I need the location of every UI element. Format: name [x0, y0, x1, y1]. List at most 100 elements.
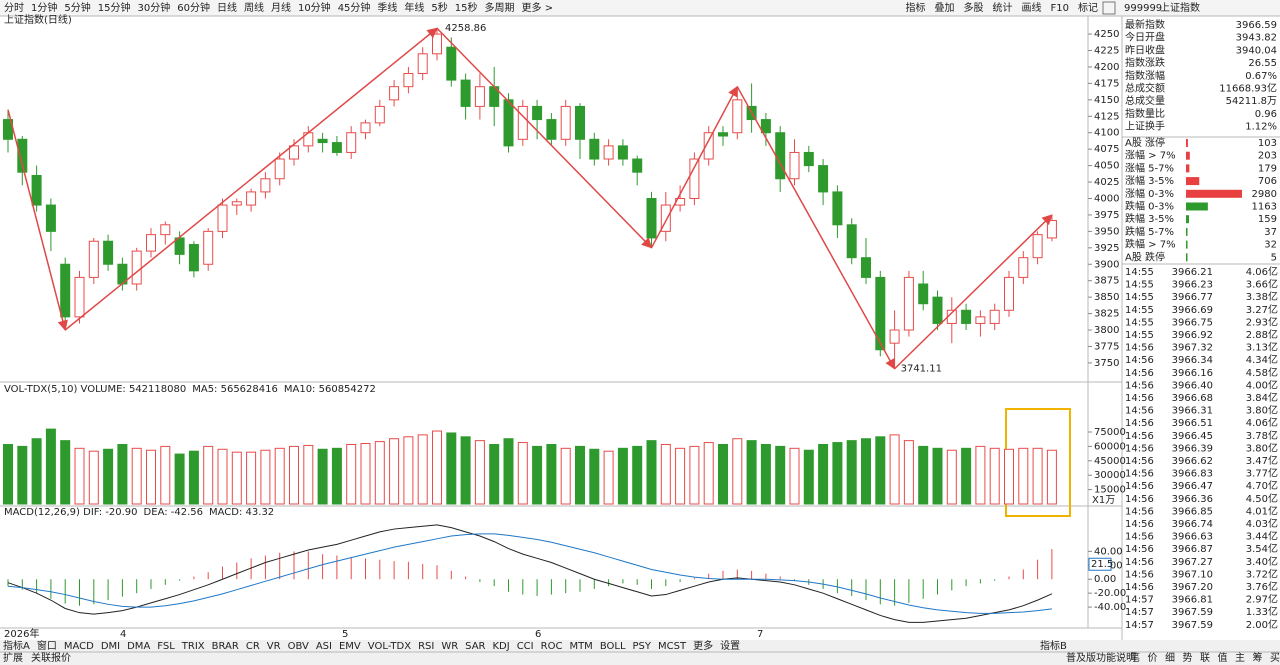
period-tab[interactable]: 年线 — [404, 1, 424, 14]
tick-time: 14:56 — [1125, 355, 1154, 366]
period-tab[interactable]: 多周期 — [485, 1, 515, 14]
period-tab[interactable]: 1分钟 — [31, 1, 57, 14]
indicator-tab[interactable]: VR — [267, 641, 281, 652]
quote-label: 总成交额 — [1125, 82, 1165, 95]
tick-price: 3966.36 — [1172, 494, 1213, 505]
period-tab[interactable]: 月线 — [271, 1, 291, 14]
indicator-tab[interactable]: OBV — [288, 641, 309, 652]
period-tab[interactable]: 15秒 — [455, 1, 478, 14]
period-tab[interactable]: 分时 — [4, 2, 24, 14]
tick-amount: 3.77亿 — [1246, 467, 1278, 480]
indicator-tab[interactable]: MACD — [64, 641, 94, 652]
candle-body — [975, 316, 986, 324]
y-tick-label: 4050 — [1094, 161, 1119, 172]
indicator-tab[interactable]: 设置 — [720, 640, 740, 652]
panel-button[interactable]: 筹 — [1253, 651, 1263, 664]
help-link[interactable]: 普及版功能说明 — [1066, 651, 1136, 664]
candle-body — [732, 99, 743, 134]
volume-bar — [760, 443, 771, 505]
tick-amount: 3.54亿 — [1246, 542, 1278, 555]
panel-button[interactable]: 值 — [1218, 651, 1228, 664]
volume-bar — [1018, 447, 1029, 505]
x-tick-label: 4 — [120, 629, 126, 640]
period-tab[interactable]: 5分钟 — [64, 1, 90, 14]
toolbar-bg — [0, 0, 1280, 16]
panel-button[interactable]: 价 — [1148, 652, 1158, 664]
panel-button[interactable]: 细 — [1165, 651, 1175, 664]
trend-arrow — [64, 27, 438, 331]
tool-button[interactable]: 叠加 — [935, 2, 955, 14]
indicator-tab[interactable]: MTM — [569, 641, 592, 652]
indicator-tab[interactable]: BOLL — [600, 641, 626, 652]
period-tab[interactable]: 45分钟 — [338, 1, 371, 14]
volume-bar — [289, 445, 299, 505]
tool-button[interactable]: 统计 — [993, 1, 1013, 14]
status-item[interactable]: 扩展 — [3, 651, 23, 664]
quote-label: 上证换手 — [1125, 120, 1165, 133]
panel-button[interactable]: 买 — [1270, 652, 1280, 664]
y-tick-label: 60000 — [1094, 441, 1126, 452]
tool-button[interactable]: 画线 — [1022, 1, 1042, 14]
y-tick-label: 3850 — [1094, 292, 1119, 303]
breadth-value: 37 — [1264, 227, 1277, 238]
period-tab[interactable]: 15分钟 — [98, 1, 131, 14]
window-icon[interactable] — [1102, 1, 1116, 15]
tick-price: 3967.10 — [1172, 569, 1213, 580]
candle-body — [1018, 257, 1029, 278]
panel-button[interactable]: 势 — [1183, 651, 1193, 664]
tool-button[interactable]: 标记 — [1078, 2, 1098, 14]
status-item[interactable]: 关联报价 — [31, 651, 71, 664]
indicator-tab[interactable]: BRAR — [212, 641, 239, 652]
indicator-tab[interactable]: ASI — [316, 641, 332, 652]
tool-button[interactable]: 指标 — [906, 1, 926, 14]
indicator-tab[interactable]: EMV — [339, 641, 361, 652]
indicator-tab[interactable]: SAR — [465, 641, 485, 652]
period-tab[interactable]: 周线 — [244, 1, 264, 14]
indicator-tab[interactable]: TRIX — [181, 641, 205, 652]
indicator-tab[interactable]: VOL-TDX — [368, 641, 411, 652]
period-tab[interactable]: 日线 — [217, 1, 237, 14]
indicator-tab[interactable]: 指标B — [1040, 639, 1067, 652]
panel-button[interactable]: 笔 — [1130, 651, 1140, 664]
indicator-tab[interactable]: CR — [246, 641, 260, 652]
volume-bar — [1004, 448, 1014, 505]
macd-line — [7, 533, 1052, 614]
tick-amount: 1.33亿 — [1246, 605, 1278, 618]
indicator-tab[interactable]: PSY — [633, 641, 652, 652]
indicator-tab[interactable]: MCST — [658, 641, 687, 652]
period-tab[interactable]: 10分钟 — [298, 1, 331, 14]
indicator-tab[interactable]: 更多 — [693, 639, 713, 652]
candle-body — [818, 165, 829, 193]
indicator-tab[interactable]: DMI — [101, 641, 120, 652]
indicator-tab[interactable]: 指标A — [3, 639, 30, 652]
breadth-label: 涨幅 > 7% — [1125, 149, 1176, 162]
volume-bar — [331, 447, 342, 505]
candle-body — [146, 234, 156, 252]
indicator-tab[interactable]: RSI — [418, 641, 434, 652]
chart-title: 上证指数(日线) — [4, 13, 72, 26]
y-tick-label: 4200 — [1094, 62, 1119, 73]
indicator-tab[interactable]: DMA — [127, 641, 150, 652]
tick-amount: 3.80亿 — [1246, 441, 1278, 454]
quote-value: 11668.93亿 — [1219, 82, 1277, 95]
period-tab[interactable]: 更多 > — [522, 1, 554, 14]
y-tick-label: 3750 — [1094, 358, 1119, 369]
indicator-tab[interactable]: ROC — [541, 641, 563, 652]
period-tab[interactable]: 季线 — [377, 1, 397, 14]
period-tab[interactable]: 5秒 — [431, 1, 447, 14]
tick-amount: 3.44亿 — [1246, 530, 1278, 543]
tool-button[interactable]: 多股 — [964, 1, 984, 14]
indicator-tab[interactable]: WR — [441, 641, 458, 652]
indicator-tab[interactable]: 窗口 — [37, 639, 57, 652]
indicator-tab[interactable]: FSL — [157, 641, 175, 652]
panel-button[interactable]: 联 — [1200, 652, 1210, 664]
indicator-tab[interactable]: KDJ — [492, 641, 509, 652]
period-tab[interactable]: 60分钟 — [177, 1, 210, 14]
tool-button[interactable]: F10 — [1051, 3, 1069, 14]
indicator-tab[interactable]: CCI — [517, 641, 534, 652]
tick-amount: 3.38亿 — [1246, 290, 1278, 303]
y-tick-label: -20.00 — [1094, 588, 1126, 599]
tick-time: 14:56 — [1125, 582, 1154, 593]
panel-button[interactable]: 主 — [1235, 652, 1245, 664]
period-tab[interactable]: 30分钟 — [137, 1, 170, 14]
